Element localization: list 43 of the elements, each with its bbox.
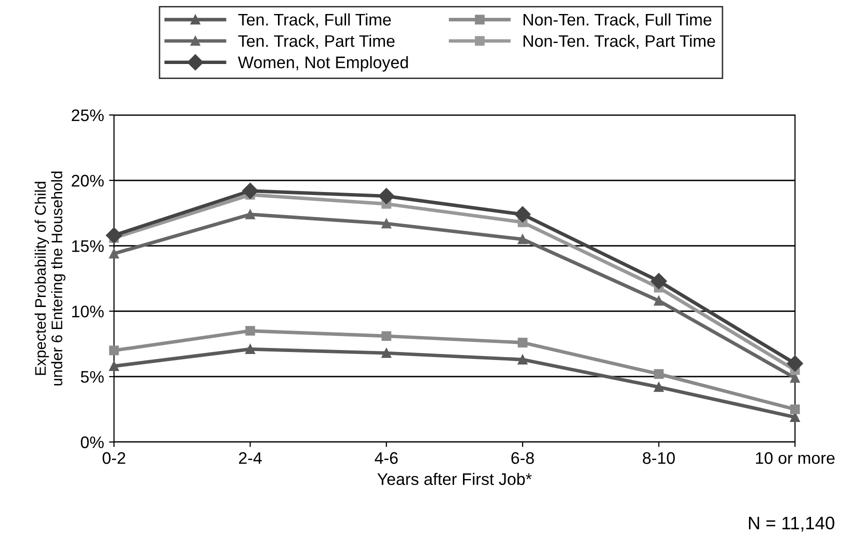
point (378, 188, 394, 204)
legend-label: Ten. Track, Part Time (238, 34, 395, 49)
point (245, 326, 256, 336)
point (382, 331, 392, 341)
point (654, 296, 664, 306)
y-tick-label: 15% (72, 240, 104, 252)
y-tick-label: 25% (72, 109, 104, 122)
point (106, 227, 122, 244)
legend-label: Non-Ten. Track, Part Time (524, 34, 716, 49)
point (109, 248, 119, 259)
point (109, 346, 119, 356)
y-axis-title: Expected Probability of Child under 6 Entering the Household (34, 172, 66, 386)
point (650, 273, 667, 290)
point (790, 404, 800, 414)
x-tick-label: 6-8 (511, 452, 534, 464)
point (786, 355, 804, 372)
x-tick-label: 8-10 (642, 452, 675, 464)
point (109, 361, 119, 371)
point (518, 234, 528, 244)
x-tick-label: 2-4 (238, 452, 262, 464)
point (242, 182, 258, 199)
point (514, 206, 531, 222)
point (790, 373, 800, 383)
y-tick-label: 5% (80, 371, 104, 383)
point (654, 369, 664, 379)
y-tick-label: 0% (80, 436, 104, 448)
legend-label: Women, Not Employed (238, 56, 408, 72)
point (518, 338, 528, 348)
x-tick-label: 10 or more (756, 452, 835, 464)
point (654, 382, 664, 392)
legend-label: Ten. Track, Full Time (238, 13, 391, 28)
point (245, 344, 256, 354)
point (382, 348, 392, 358)
legend-label: Non-Ten. Track, Full Time (524, 13, 712, 28)
point (518, 354, 528, 364)
x-axis-title: Years after First Job* (377, 472, 532, 486)
text: N = 11,140 (748, 516, 834, 532)
point (245, 210, 256, 220)
x-tick-label: 0-2 (102, 452, 126, 464)
y-tick-label: 20% (72, 174, 104, 187)
point (382, 218, 392, 228)
x-tick-label: 4-6 (374, 452, 398, 464)
y-tick-label: 10% (72, 306, 104, 318)
